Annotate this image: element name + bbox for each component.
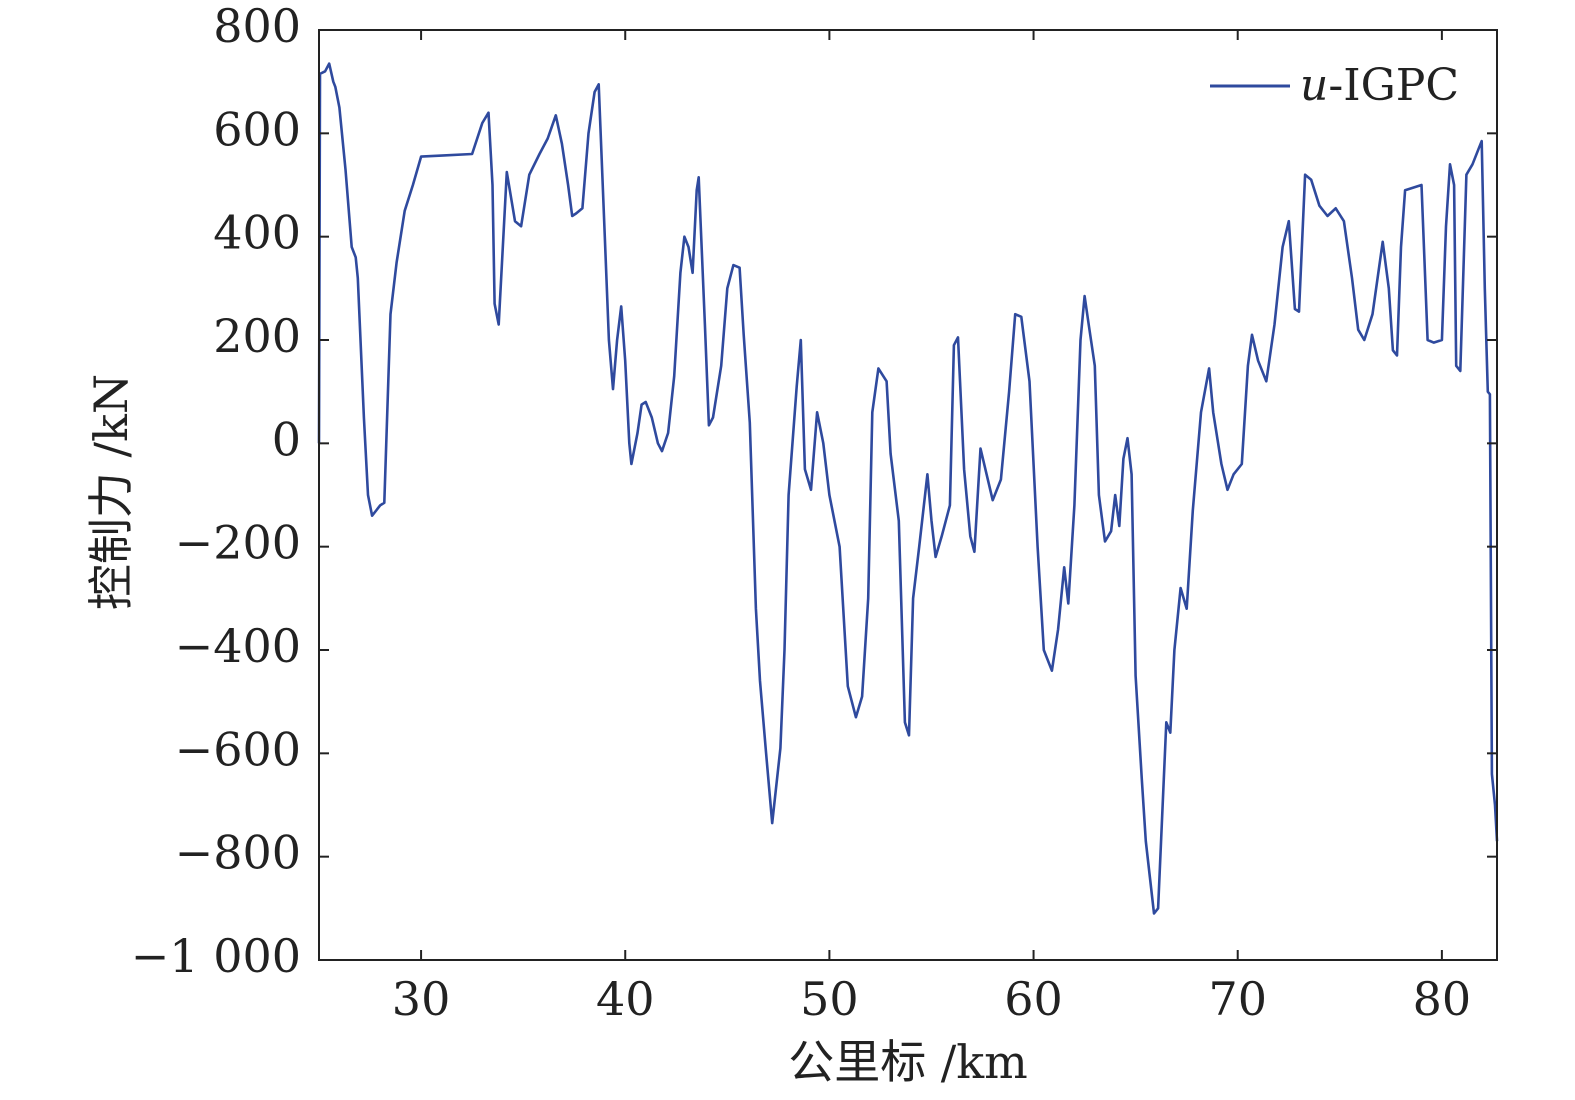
plot-layer bbox=[317, 62, 1499, 915]
y-tick-label: −400 bbox=[175, 619, 301, 673]
y-tick-label: 600 bbox=[213, 102, 301, 156]
y-tick-label: 0 bbox=[272, 412, 301, 466]
plot-frame bbox=[318, 29, 1498, 961]
series-line-0 bbox=[317, 62, 1499, 915]
y-tick-label: −200 bbox=[175, 516, 301, 570]
x-tick-label: 60 bbox=[1004, 972, 1063, 1026]
legend-label-italic: u bbox=[1300, 60, 1328, 111]
legend: u-IGPC bbox=[1210, 60, 1459, 111]
y-tick-label: −800 bbox=[175, 826, 301, 880]
legend-label: u-IGPC bbox=[1300, 60, 1459, 111]
x-axis-title: 公里标 /km bbox=[788, 1035, 1028, 1089]
y-tick-label: −600 bbox=[175, 722, 301, 776]
y-tick-label: −1 000 bbox=[131, 929, 301, 983]
x-axis-ticks: 30 40 50 60 70 80 bbox=[392, 30, 1471, 1026]
y-axis-title: 控制力 /kN bbox=[84, 374, 138, 610]
y-tick-label: 200 bbox=[213, 309, 301, 363]
x-tick-label: 30 bbox=[392, 972, 451, 1026]
x-tick-label: 40 bbox=[596, 972, 655, 1026]
y-axis-ticks: −1 000 −800 −600 −400 −200 0 200 400 600 800 bbox=[131, 0, 1497, 983]
x-tick-label: 80 bbox=[1413, 972, 1472, 1026]
x-tick-label: 50 bbox=[800, 972, 859, 1026]
y-tick-label: 800 bbox=[213, 0, 301, 53]
y-tick-label: 400 bbox=[213, 206, 301, 260]
y-axis-title-group: 控制力 /kN bbox=[84, 374, 138, 610]
x-tick-label: 70 bbox=[1208, 972, 1267, 1026]
legend-label-rest: -IGPC bbox=[1328, 60, 1459, 111]
